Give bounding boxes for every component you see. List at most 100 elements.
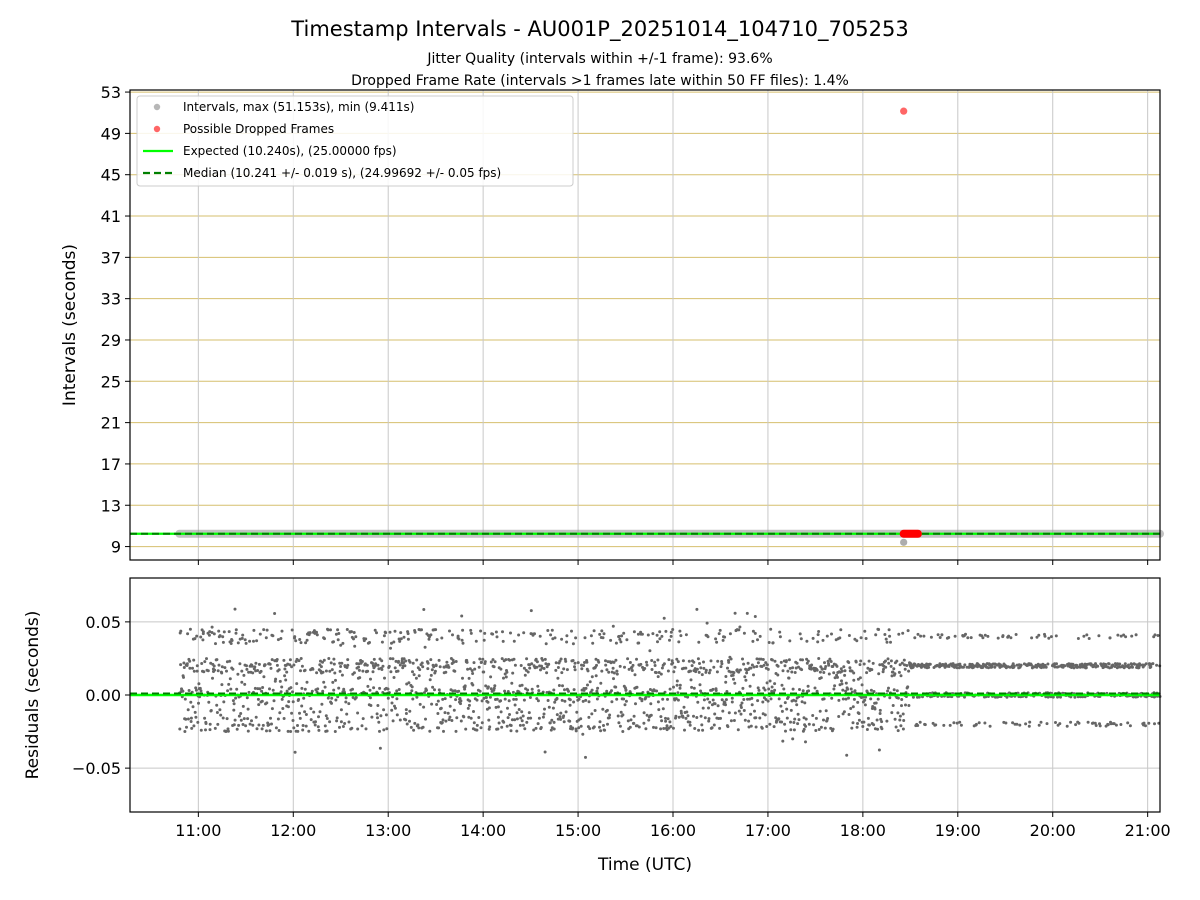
- residual-point: [391, 657, 395, 661]
- residual-point: [740, 701, 744, 705]
- residual-point: [529, 609, 533, 613]
- residual-point: [605, 708, 609, 712]
- residual-point: [840, 682, 844, 686]
- residual-point: [434, 628, 438, 632]
- residual-point: [397, 688, 401, 691]
- residual-point: [747, 719, 751, 723]
- residual-point: [743, 718, 747, 722]
- residual-point: [373, 628, 377, 632]
- residual-point: [282, 717, 286, 720]
- residual-point: [231, 667, 235, 671]
- residual-point: [762, 663, 766, 667]
- residual-point: [769, 697, 773, 701]
- legend-intervals-marker: [153, 103, 161, 111]
- residual-point: [840, 679, 843, 683]
- residual-point: [218, 634, 222, 638]
- residual-point: [337, 686, 341, 690]
- residual-point: [433, 669, 437, 673]
- residual-point: [423, 645, 427, 649]
- residual-point: [1035, 635, 1039, 639]
- residual-point: [290, 628, 294, 632]
- residual-point: [896, 729, 900, 733]
- residual-point: [321, 689, 325, 693]
- residual-point: [919, 634, 923, 638]
- residual-point: [852, 678, 856, 682]
- residual-point: [189, 716, 193, 720]
- residual-point: [729, 719, 733, 723]
- residual-point: [544, 642, 548, 646]
- residual-point: [1063, 664, 1067, 668]
- residual-point: [664, 719, 668, 723]
- residual-point: [753, 709, 756, 713]
- residual-point: [677, 640, 681, 644]
- residual-point: [626, 719, 630, 723]
- residual-point: [240, 669, 244, 673]
- top-y-tick-label: 9: [111, 538, 121, 557]
- residual-point: [636, 632, 640, 636]
- residual-point: [273, 679, 277, 683]
- residual-point: [906, 685, 910, 689]
- residual-point: [831, 665, 835, 668]
- residual-point: [255, 639, 259, 643]
- residual-point: [732, 671, 736, 675]
- residual-point: [534, 726, 538, 730]
- residual-point: [847, 634, 851, 637]
- residual-point: [495, 697, 499, 701]
- residual-point: [760, 726, 764, 730]
- residual-point: [327, 657, 331, 660]
- residual-point: [366, 684, 370, 688]
- residual-point: [726, 725, 730, 729]
- residual-point: [841, 697, 845, 701]
- residual-point: [323, 637, 326, 641]
- residual-point: [576, 661, 580, 665]
- residual-point: [720, 662, 724, 666]
- max-interval-point: [900, 107, 908, 115]
- residual-point: [589, 634, 593, 638]
- residual-point: [357, 665, 360, 669]
- residual-point: [818, 709, 822, 713]
- residual-point: [934, 723, 938, 727]
- residual-point: [659, 715, 663, 719]
- residual-point: [1094, 724, 1098, 727]
- residual-point: [788, 639, 792, 643]
- residual-point: [857, 712, 861, 715]
- residual-point: [605, 668, 609, 672]
- residual-point: [509, 631, 512, 635]
- residual-point: [582, 664, 586, 667]
- residual-point: [880, 720, 884, 724]
- residual-point: [768, 679, 772, 683]
- residual-point: [900, 661, 904, 665]
- residual-point: [186, 717, 190, 721]
- residual-point: [598, 725, 601, 729]
- residual-point: [252, 639, 255, 643]
- residual-point: [446, 711, 450, 715]
- residual-point: [433, 688, 436, 692]
- residual-point: [470, 669, 474, 673]
- residual-point: [903, 667, 907, 671]
- residual-point: [632, 630, 636, 634]
- residual-point: [779, 660, 783, 664]
- residual-point: [475, 728, 479, 732]
- residual-point: [356, 711, 360, 715]
- residual-point: [532, 728, 536, 732]
- residual-point: [703, 716, 707, 720]
- residual-point: [1069, 720, 1073, 724]
- residual-point: [421, 665, 425, 669]
- residual-point: [216, 669, 220, 673]
- residual-point: [320, 702, 324, 706]
- residual-point: [503, 697, 507, 701]
- residual-point: [815, 668, 819, 672]
- residual-point: [814, 716, 818, 720]
- residual-point: [513, 718, 517, 722]
- top-y-tick-label: 45: [101, 166, 121, 185]
- residual-point: [502, 720, 506, 724]
- residual-point: [747, 725, 751, 729]
- residual-point: [550, 628, 554, 632]
- residual-point: [583, 636, 587, 640]
- residual-point: [690, 664, 694, 668]
- residual-point: [876, 697, 880, 701]
- residual-point: [696, 700, 700, 704]
- residual-point: [650, 668, 654, 671]
- residual-point: [1047, 636, 1051, 640]
- residual-point: [604, 659, 607, 663]
